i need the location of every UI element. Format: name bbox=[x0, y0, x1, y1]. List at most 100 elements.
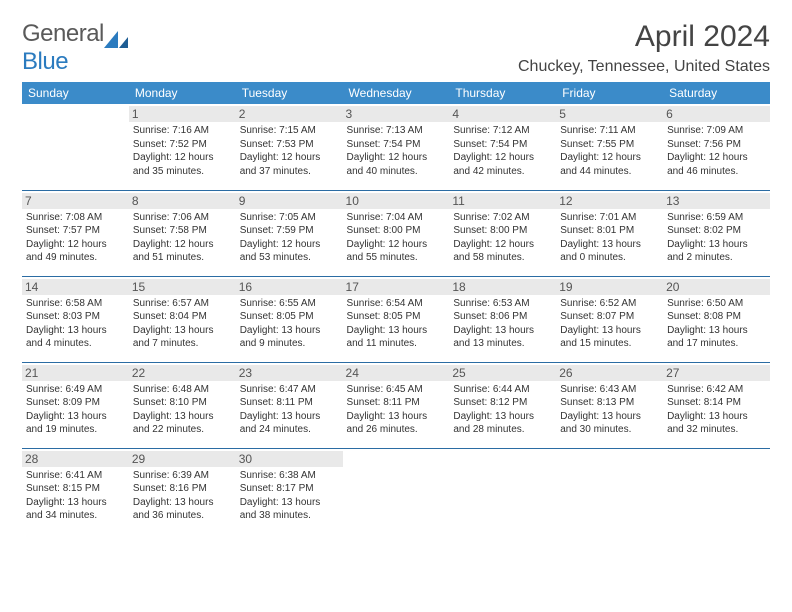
sunrise-line: Sunrise: 7:08 AM bbox=[26, 211, 125, 225]
sunrise-line: Sunrise: 6:47 AM bbox=[240, 383, 339, 397]
daylight-line: Daylight: 13 hours and 2 minutes. bbox=[667, 238, 766, 265]
cell-body: Sunrise: 6:55 AMSunset: 8:05 PMDaylight:… bbox=[240, 297, 339, 351]
cell-body: Sunrise: 6:44 AMSunset: 8:12 PMDaylight:… bbox=[453, 383, 552, 437]
cell-body: Sunrise: 6:58 AMSunset: 8:03 PMDaylight:… bbox=[26, 297, 125, 351]
calendar-cell: 21Sunrise: 6:49 AMSunset: 8:09 PMDayligh… bbox=[22, 362, 129, 448]
day-number: 28 bbox=[22, 451, 129, 467]
daylight-line: Daylight: 12 hours and 35 minutes. bbox=[133, 151, 232, 178]
sunrise-line: Sunrise: 6:59 AM bbox=[667, 211, 766, 225]
day-header: Monday bbox=[129, 82, 236, 104]
sunset-line: Sunset: 8:05 PM bbox=[347, 310, 446, 324]
sunrise-line: Sunrise: 7:02 AM bbox=[453, 211, 552, 225]
daylight-line: Daylight: 13 hours and 28 minutes. bbox=[453, 410, 552, 437]
calendar-cell bbox=[556, 448, 663, 534]
cell-body: Sunrise: 7:09 AMSunset: 7:56 PMDaylight:… bbox=[667, 124, 766, 178]
cell-body: Sunrise: 6:48 AMSunset: 8:10 PMDaylight:… bbox=[133, 383, 232, 437]
sunset-line: Sunset: 8:06 PM bbox=[453, 310, 552, 324]
daylight-line: Daylight: 13 hours and 36 minutes. bbox=[133, 496, 232, 523]
day-number: 20 bbox=[663, 279, 770, 295]
sunrise-line: Sunrise: 7:06 AM bbox=[133, 211, 232, 225]
sail-icon bbox=[104, 31, 130, 49]
day-number: 8 bbox=[129, 193, 236, 209]
cell-body: Sunrise: 7:02 AMSunset: 8:00 PMDaylight:… bbox=[453, 211, 552, 265]
sunset-line: Sunset: 7:56 PM bbox=[667, 138, 766, 152]
calendar-cell: 18Sunrise: 6:53 AMSunset: 8:06 PMDayligh… bbox=[449, 276, 556, 362]
day-number: 21 bbox=[22, 365, 129, 381]
sunset-line: Sunset: 8:09 PM bbox=[26, 396, 125, 410]
day-header: Sunday bbox=[22, 82, 129, 104]
sunrise-line: Sunrise: 7:04 AM bbox=[347, 211, 446, 225]
sunset-line: Sunset: 8:08 PM bbox=[667, 310, 766, 324]
daylight-line: Daylight: 13 hours and 38 minutes. bbox=[240, 496, 339, 523]
sunrise-line: Sunrise: 6:43 AM bbox=[560, 383, 659, 397]
calendar-cell: 17 Sunrise: 6:54 AMSunset: 8:05 PMDayligh… bbox=[343, 276, 450, 362]
calendar-cell: 7 Sunrise: 7:08 AMSunset: 7:57 PMDaylight… bbox=[22, 190, 129, 276]
cell-body: Sunrise: 6:47 AMSunset: 8:11 PMDaylight:… bbox=[240, 383, 339, 437]
sunrise-line: Sunrise: 7:13 AM bbox=[347, 124, 446, 138]
sunset-line: Sunset: 8:14 PM bbox=[667, 396, 766, 410]
calendar-row: 28 Sunrise: 6:41 AMSunset: 8:15 PMDayligh… bbox=[22, 448, 770, 534]
daylight-line: Daylight: 12 hours and 51 minutes. bbox=[133, 238, 232, 265]
sunrise-line: Sunrise: 6:39 AM bbox=[133, 469, 232, 483]
day-number: 1 bbox=[129, 106, 236, 122]
day-number: 17 bbox=[343, 279, 450, 295]
sunrise-line: Sunrise: 7:05 AM bbox=[240, 211, 339, 225]
logo-word-general: General bbox=[22, 20, 104, 47]
cell-body: Sunrise: 6:41 AMSunset: 8:15 PMDaylight:… bbox=[26, 469, 125, 523]
sunset-line: Sunset: 8:02 PM bbox=[667, 224, 766, 238]
sunset-line: Sunset: 7:54 PM bbox=[453, 138, 552, 152]
calendar-cell: 25Sunrise: 6:44 AMSunset: 8:12 PMDayligh… bbox=[449, 362, 556, 448]
sunrise-line: Sunrise: 6:49 AM bbox=[26, 383, 125, 397]
day-number: 22 bbox=[129, 365, 236, 381]
day-number: 23 bbox=[236, 365, 343, 381]
day-header-row: SundayMondayTuesdayWednesdayThursdayFrid… bbox=[22, 82, 770, 104]
calendar-cell: 22 Sunrise: 6:48 AMSunset: 8:10 PMDayligh… bbox=[129, 362, 236, 448]
cell-body: Sunrise: 6:43 AMSunset: 8:13 PMDaylight:… bbox=[560, 383, 659, 437]
day-number: 18 bbox=[449, 279, 556, 295]
daylight-line: Daylight: 12 hours and 42 minutes. bbox=[453, 151, 552, 178]
sunset-line: Sunset: 8:01 PM bbox=[560, 224, 659, 238]
calendar-row: 21 Sunrise: 6:49 AMSunset: 8:09 PM Dayligh… bbox=[22, 362, 770, 448]
day-header: Friday bbox=[556, 82, 663, 104]
daylight-line: Daylight: 12 hours and 49 minutes. bbox=[26, 238, 125, 265]
cell-body: Sunrise: 6:52 AMSunset: 8:07 PMDaylight:… bbox=[560, 297, 659, 351]
calendar-cell: 3Sunrise: 7:13 AMSunset: 7:54 PMDaylight… bbox=[343, 104, 450, 190]
calendar-cell: 29Sunrise: 6:39 AMSunset: 8:16 PMDayligh… bbox=[129, 448, 236, 534]
sunrise-line: Sunrise: 6:42 AM bbox=[667, 383, 766, 397]
daylight-line: Daylight: 13 hours and 26 minutes. bbox=[347, 410, 446, 437]
sunrise-line: Sunrise: 7:11 AM bbox=[560, 124, 659, 138]
calendar-row: 14Sunrise: 6:58 AMSunset: 8:03 PMDayligh… bbox=[22, 276, 770, 362]
sunset-line: Sunset: 7:57 PM bbox=[26, 224, 125, 238]
calendar-cell: 5Sunrise: 7:11 AMSunset: 7:55 PMDaylight… bbox=[556, 104, 663, 190]
sunrise-line: Sunrise: 6:38 AM bbox=[240, 469, 339, 483]
day-header: Saturday bbox=[663, 82, 770, 104]
sunset-line: Sunset: 7:53 PM bbox=[240, 138, 339, 152]
sunset-line: Sunset: 7:58 PM bbox=[133, 224, 232, 238]
daylight-line: Daylight: 12 hours and 37 minutes. bbox=[240, 151, 339, 178]
calendar-cell bbox=[449, 448, 556, 534]
sunset-line: Sunset: 8:03 PM bbox=[26, 310, 125, 324]
calendar-row: 1Sunrise: 7:16 AMSunset: 7:52 PMDaylight… bbox=[22, 104, 770, 190]
calendar-cell: 9Sunrise: 7:05 AMSunset: 7:59 PMDaylight… bbox=[236, 190, 343, 276]
daylight-line: Daylight: 13 hours and 4 minutes. bbox=[26, 324, 125, 351]
daylight-line: Daylight: 12 hours and 53 minutes. bbox=[240, 238, 339, 265]
day-number: 9 bbox=[236, 193, 343, 209]
calendar-cell: 4Sunrise: 7:12 AMSunset: 7:54 PMDaylight… bbox=[449, 104, 556, 190]
cell-body: Sunrise: 7:06 AMSunset: 7:58 PMDaylight:… bbox=[133, 211, 232, 265]
day-number: 3 bbox=[343, 106, 450, 122]
logo-word-blue: Blue bbox=[22, 48, 68, 75]
calendar-cell: 24Sunrise: 6:45 AMSunset: 8:11 PMDayligh… bbox=[343, 362, 450, 448]
day-number: 19 bbox=[556, 279, 663, 295]
calendar-row: 7Sunrise: 7:08 AMSunset: 7:57 PMDaylight… bbox=[22, 190, 770, 276]
daylight-line: Daylight: 13 hours and 7 minutes. bbox=[133, 324, 232, 351]
sunrise-line: Sunrise: 6:41 AM bbox=[26, 469, 125, 483]
day-header: Tuesday bbox=[236, 82, 343, 104]
sunset-line: Sunset: 8:11 PM bbox=[347, 396, 446, 410]
sunrise-line: Sunrise: 7:01 AM bbox=[560, 211, 659, 225]
sunrise-line: Sunrise: 6:48 AM bbox=[133, 383, 232, 397]
cell-body: Sunrise: 6:54 AMSunset: 8:05 PMDaylight:… bbox=[347, 297, 446, 351]
day-number: 7 bbox=[22, 193, 129, 209]
sunrise-line: Sunrise: 6:52 AM bbox=[560, 297, 659, 311]
sunset-line: Sunset: 8:16 PM bbox=[133, 482, 232, 496]
calendar-cell: 10Sunrise: 7:04 AMSunset: 8:00 PMDayligh… bbox=[343, 190, 450, 276]
